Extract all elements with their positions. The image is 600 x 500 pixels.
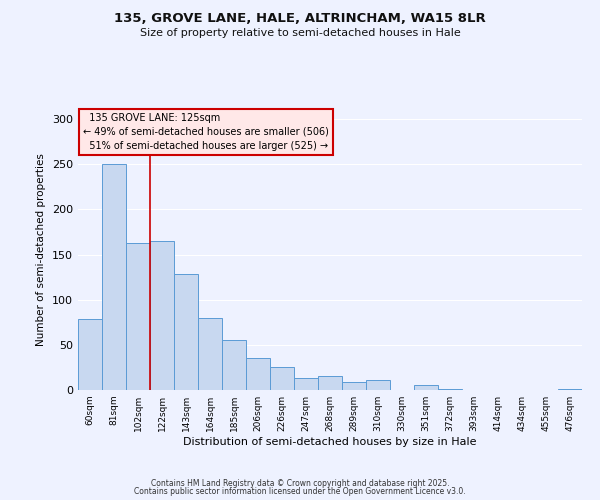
Bar <box>175 274 197 390</box>
Bar <box>415 386 437 390</box>
Bar <box>127 243 149 390</box>
Bar <box>151 241 173 390</box>
X-axis label: Distribution of semi-detached houses by size in Hale: Distribution of semi-detached houses by … <box>183 437 477 447</box>
Text: Size of property relative to semi-detached houses in Hale: Size of property relative to semi-detach… <box>140 28 460 38</box>
Text: Contains HM Land Registry data © Crown copyright and database right 2025.: Contains HM Land Registry data © Crown c… <box>151 478 449 488</box>
Y-axis label: Number of semi-detached properties: Number of semi-detached properties <box>37 154 46 346</box>
Text: 135 GROVE LANE: 125sqm
← 49% of semi-detached houses are smaller (506)
  51% of : 135 GROVE LANE: 125sqm ← 49% of semi-det… <box>83 113 329 151</box>
Bar <box>103 164 125 390</box>
Bar <box>271 368 293 390</box>
Text: 135, GROVE LANE, HALE, ALTRINCHAM, WA15 8LR: 135, GROVE LANE, HALE, ALTRINCHAM, WA15 … <box>114 12 486 26</box>
Bar <box>79 318 101 390</box>
Bar <box>223 340 245 390</box>
Bar <box>367 380 389 390</box>
Bar <box>439 389 461 390</box>
Bar <box>247 358 269 390</box>
Bar <box>559 389 581 390</box>
Bar <box>319 376 341 390</box>
Bar <box>295 378 317 390</box>
Bar <box>199 318 221 390</box>
Text: Contains public sector information licensed under the Open Government Licence v3: Contains public sector information licen… <box>134 487 466 496</box>
Bar <box>343 382 365 390</box>
